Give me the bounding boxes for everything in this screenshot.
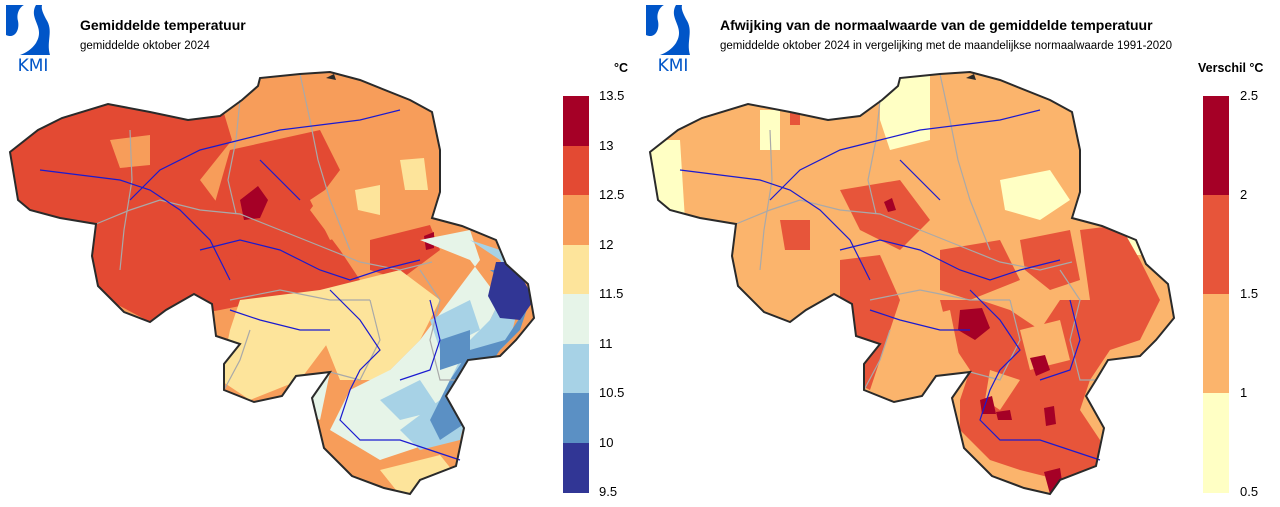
legend-color-swatch — [1203, 294, 1229, 394]
legend-tick-label: 12 — [599, 236, 614, 252]
legend-tick-label: 12.5 — [599, 187, 625, 202]
legend-tick-label: 1 — [1240, 385, 1248, 400]
panel-mean-temperature: KMI Gemiddelde temperatuur gemiddelde ok… — [6, 5, 629, 499]
legend-tick-label: 10 — [599, 434, 614, 450]
legend-unit: Verschil °C — [1198, 61, 1264, 75]
legend-tick-label: 9.5 — [599, 484, 618, 499]
legend-color-swatch — [1203, 393, 1229, 493]
temperature-map — [8, 70, 536, 496]
legend-tick-label: 2.5 — [1240, 88, 1259, 103]
legend-color-swatch — [563, 442, 589, 493]
map-subtitle: gemiddelde oktober 2024 — [80, 40, 210, 52]
map-title: Afwijking van de normaalwaarde van de ge… — [720, 17, 1153, 33]
anomaly-map — [648, 70, 1176, 496]
legend-tick-label: 2 — [1240, 187, 1248, 202]
panel-temperature-anomaly: KMI Afwijking van de normaalwaarde van d… — [640, 0, 1280, 507]
legend-tick-label: 11 — [599, 335, 613, 351]
legend-tick-label: 13 — [599, 137, 614, 153]
logo-text: KMI — [18, 56, 49, 73]
legend-color-swatch — [1203, 195, 1229, 295]
legend-unit: °C — [614, 61, 629, 75]
kmi-logo: KMI — [6, 5, 60, 73]
legend-color-swatch — [563, 294, 589, 344]
logo-text: KMI — [658, 56, 689, 73]
kmi-logo: KMI — [646, 5, 700, 73]
map-subtitle: gemiddelde oktober 2024 in vergelijking … — [720, 40, 1172, 52]
legend-tick-label: 10.5 — [599, 385, 625, 400]
legend-color-swatch — [563, 96, 589, 146]
map-title: Gemiddelde temperatuur — [80, 17, 246, 33]
legend-tick-label: 11.5 — [599, 286, 624, 301]
legend-color-swatch — [1203, 96, 1229, 196]
legend-tick-label: 13.5 — [599, 88, 625, 103]
legend-color-swatch — [563, 145, 589, 196]
legend-color-swatch — [563, 343, 589, 394]
legend-color-swatch — [563, 195, 589, 245]
legend-color-swatch — [563, 393, 589, 443]
legend-color-swatch — [563, 244, 589, 295]
legend-tick-label: 1.5 — [1240, 286, 1259, 301]
legend-tick-label: 0.5 — [1240, 484, 1259, 499]
